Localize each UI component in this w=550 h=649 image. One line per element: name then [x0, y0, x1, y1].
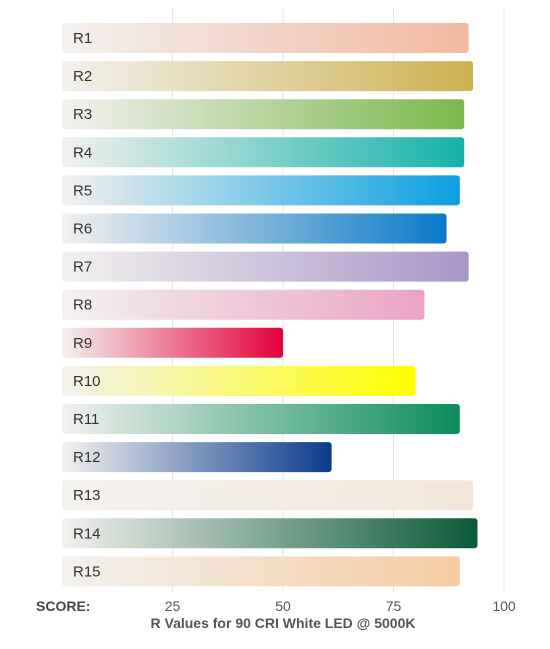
category-label-r13: R13: [73, 487, 101, 504]
category-label-r3: R3: [73, 106, 92, 123]
category-label-r10: R10: [73, 373, 101, 390]
tick-label-50: 50: [275, 598, 291, 614]
category-label-r7: R7: [73, 259, 92, 276]
bar-r7: [62, 251, 469, 282]
axis-label-score: SCORE:: [36, 598, 90, 614]
chart-title: R Values for 90 CRI White LED @ 5000K: [151, 615, 416, 631]
bar-r3: [62, 99, 465, 130]
category-label-r14: R14: [73, 525, 101, 542]
bar-r15: [62, 556, 460, 587]
category-label-r2: R2: [73, 68, 92, 85]
category-label-r5: R5: [73, 182, 92, 199]
category-label-r12: R12: [73, 449, 101, 466]
category-label-r8: R8: [73, 297, 92, 314]
bar-r11: [62, 404, 460, 434]
category-label-r1: R1: [73, 30, 92, 47]
bars: R1 R2 R3 R4 R5 R6 R7 R8 R9 R10 R11 R12 R13 R14 R15: [62, 23, 478, 587]
tick-label-25: 25: [165, 598, 181, 614]
x-axis: SCORE: 25 50 75 100: [36, 598, 516, 614]
category-label-r6: R6: [73, 221, 92, 238]
category-label-r4: R4: [73, 144, 92, 161]
bar-r12: [62, 442, 332, 473]
bar-r10: [62, 365, 416, 396]
bar-r9: [62, 327, 283, 358]
tick-label-100: 100: [492, 598, 516, 614]
bar-r5: [62, 175, 460, 206]
bar-r4: [62, 137, 465, 168]
bar-r13: [62, 480, 474, 511]
bar-r8: [62, 289, 425, 320]
bar-r6: [62, 213, 447, 244]
bar-r1: [62, 23, 469, 53]
bar-r14: [62, 518, 478, 549]
bar-r2: [62, 61, 474, 92]
category-label-r11: R11: [73, 411, 99, 428]
category-label-r15: R15: [73, 563, 101, 580]
tick-label-75: 75: [386, 598, 402, 614]
category-label-r9: R9: [73, 335, 92, 352]
